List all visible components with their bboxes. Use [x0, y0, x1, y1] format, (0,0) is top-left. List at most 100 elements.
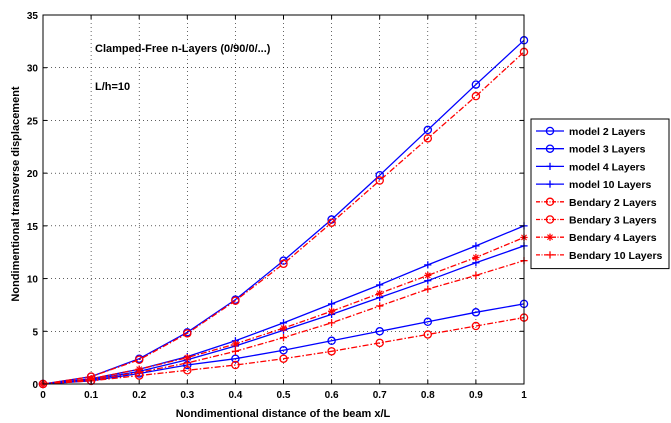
legend-marker [546, 251, 554, 259]
data-point [279, 334, 288, 342]
data-point [183, 329, 192, 338]
data-point [279, 346, 288, 355]
data-point [279, 324, 288, 332]
data-point [231, 296, 240, 305]
legend-marker [545, 144, 555, 153]
data-point [423, 125, 433, 135]
legend-marker [546, 233, 554, 241]
data-point [471, 80, 481, 89]
data-point [424, 285, 432, 293]
data-point [183, 366, 192, 375]
x-tick-label: 0.2 [132, 390, 146, 401]
data-point [423, 134, 433, 143]
data-point [424, 261, 432, 269]
legend-marker [545, 126, 555, 136]
data-point [231, 354, 240, 363]
data-point [134, 355, 144, 365]
legend-marker [546, 162, 554, 170]
y-tick-label: 15 [27, 222, 39, 233]
data-point [279, 259, 288, 269]
data-point [328, 300, 336, 308]
legend-entry: model 10 Layers [536, 179, 651, 191]
data-point [231, 347, 239, 355]
x-tick-label: 0.1 [84, 390, 98, 401]
legend-entry: Bendary 4 Layers [536, 232, 657, 244]
data-point [327, 336, 336, 346]
series-layer [38, 36, 529, 389]
x-tick-label: 1 [521, 390, 527, 401]
x-tick-label: 0.4 [228, 390, 242, 401]
series-line [42, 316, 525, 385]
x-tick-label: 0 [40, 390, 46, 401]
legend-label: Bendary 3 Layers [569, 215, 657, 227]
series-7 [39, 257, 528, 388]
x-tick-label: 0.6 [325, 390, 339, 401]
y-tick-label: 0 [32, 380, 38, 391]
data-point [375, 327, 384, 336]
legend-entry: model 2 Layers [536, 126, 646, 138]
legend-entry: Bendary 2 Layers [536, 197, 657, 209]
x-tick-label: 0.3 [180, 390, 194, 401]
y-axis-label: Nondimentional transverse displacement [10, 86, 22, 302]
series-line [42, 303, 525, 385]
legend-label: model 2 Layers [569, 126, 646, 138]
x-tick-label: 0.9 [469, 390, 483, 401]
legend-entry: model 4 Layers [536, 161, 646, 173]
data-point [376, 302, 384, 310]
legend: model 2 Layers model 3 Layers model 4 Laye… [530, 118, 670, 270]
x-axis-label: Nondimentional distance of the beam x/L [176, 408, 391, 420]
y-tick-label: 35 [27, 11, 39, 22]
data-point [375, 176, 384, 185]
series-line [42, 225, 525, 385]
data-point [423, 330, 433, 339]
data-point [471, 308, 481, 317]
data-point [424, 271, 432, 280]
data-point [231, 340, 239, 348]
data-point [423, 317, 433, 327]
legend-label: Bendary 2 Layers [569, 197, 657, 209]
data-point [472, 271, 480, 280]
series-line [42, 51, 525, 385]
legend-label: model 10 Layers [569, 179, 651, 191]
annotation-title: Clamped-Free n-Layers (0/90/0/...) [95, 43, 271, 55]
data-point [471, 91, 481, 101]
series-line [42, 236, 525, 385]
data-point [328, 307, 336, 315]
legend-entry: Bendary 3 Layers [536, 215, 657, 227]
legend-marker [546, 180, 554, 188]
y-tick-label: 5 [32, 327, 38, 338]
data-point [135, 368, 143, 377]
data-point [231, 360, 240, 370]
legend-marker [545, 197, 555, 207]
legend-label: Bendary 4 Layers [569, 232, 657, 244]
legend-label: model 4 Layers [569, 161, 646, 173]
y-tick-label: 25 [27, 116, 39, 127]
y-tick-label: 20 [27, 169, 39, 180]
legend-box [530, 118, 670, 270]
annotation-aspect-ratio: L/h=10 [95, 81, 130, 93]
data-point [279, 354, 288, 363]
x-tick-label: 0.7 [373, 390, 387, 401]
x-tick-label: 0.8 [421, 390, 435, 401]
y-tick-label: 30 [27, 64, 39, 75]
grid-lines [43, 15, 524, 384]
data-point [376, 289, 384, 297]
data-point [376, 281, 384, 289]
data-point [375, 171, 384, 180]
data-point [471, 321, 481, 331]
axis-ticks: 0 0.1 0.2 0.3 0.4 0.5 0.6 0.7 0.8 0.9 105101520253… [27, 11, 527, 401]
data-point [472, 242, 480, 250]
legend-marker [545, 215, 555, 224]
data-point [472, 253, 480, 262]
legend-entry: Bendary 10 Layers [536, 250, 663, 262]
legend-label: model 3 Layers [569, 144, 646, 156]
data-point [375, 338, 384, 348]
data-point [327, 347, 336, 356]
x-tick-label: 0.5 [277, 390, 291, 401]
data-point [183, 359, 191, 367]
data-point [327, 218, 336, 227]
legend-entry: model 3 Layers [536, 144, 646, 156]
y-tick-label: 10 [27, 275, 39, 286]
legend-label: Bendary 10 Layers [569, 250, 663, 262]
